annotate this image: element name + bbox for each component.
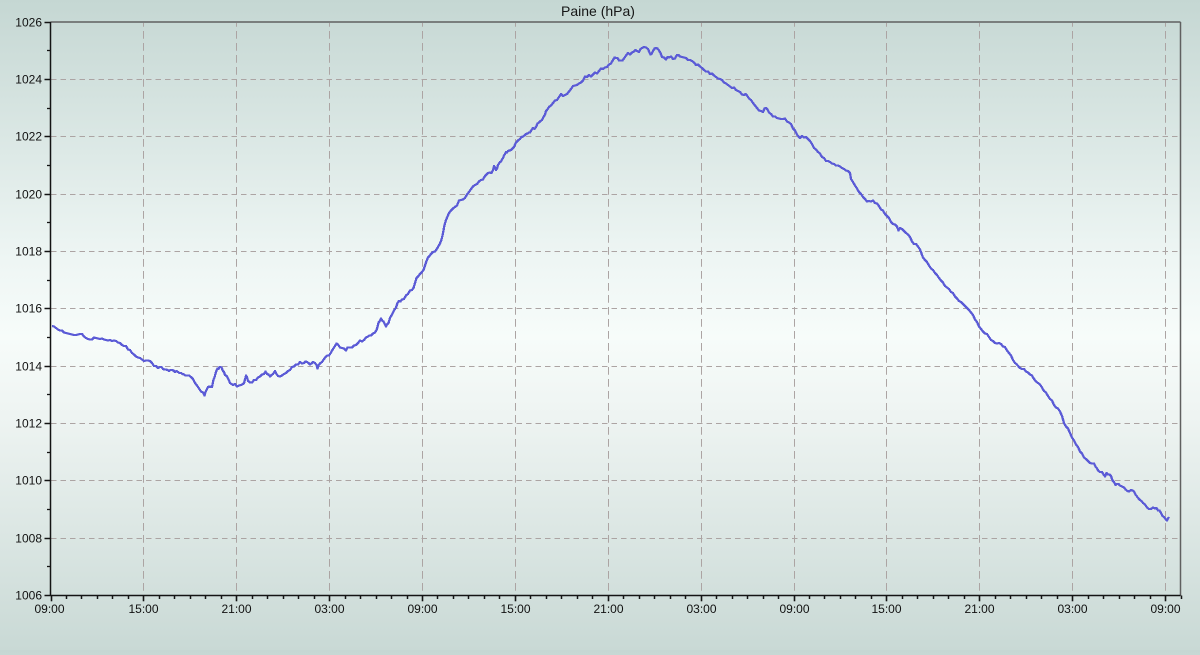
svg-text:15:00: 15:00 — [500, 602, 530, 616]
svg-text:Paine (hPa): Paine (hPa) — [561, 3, 635, 19]
svg-text:21:00: 21:00 — [964, 602, 994, 616]
svg-text:03:00: 03:00 — [1057, 602, 1087, 616]
svg-text:1006: 1006 — [15, 589, 42, 603]
svg-text:1014: 1014 — [15, 360, 42, 374]
svg-text:15:00: 15:00 — [128, 602, 158, 616]
svg-text:21:00: 21:00 — [593, 602, 623, 616]
svg-text:15:00: 15:00 — [871, 602, 901, 616]
svg-text:1022: 1022 — [15, 130, 42, 144]
svg-text:1008: 1008 — [15, 532, 42, 546]
svg-text:09:00: 09:00 — [779, 602, 809, 616]
svg-text:09:00: 09:00 — [34, 602, 64, 616]
svg-text:1010: 1010 — [15, 474, 42, 488]
svg-text:03:00: 03:00 — [686, 602, 716, 616]
svg-text:1016: 1016 — [15, 302, 42, 316]
svg-text:09:00: 09:00 — [1150, 602, 1180, 616]
svg-text:1018: 1018 — [15, 245, 42, 259]
svg-text:1020: 1020 — [15, 188, 42, 202]
svg-text:03:00: 03:00 — [314, 602, 344, 616]
svg-text:09:00: 09:00 — [407, 602, 437, 616]
svg-text:21:00: 21:00 — [221, 602, 251, 616]
svg-text:1024: 1024 — [15, 73, 42, 87]
svg-text:1026: 1026 — [15, 16, 42, 30]
svg-text:1012: 1012 — [15, 417, 42, 431]
